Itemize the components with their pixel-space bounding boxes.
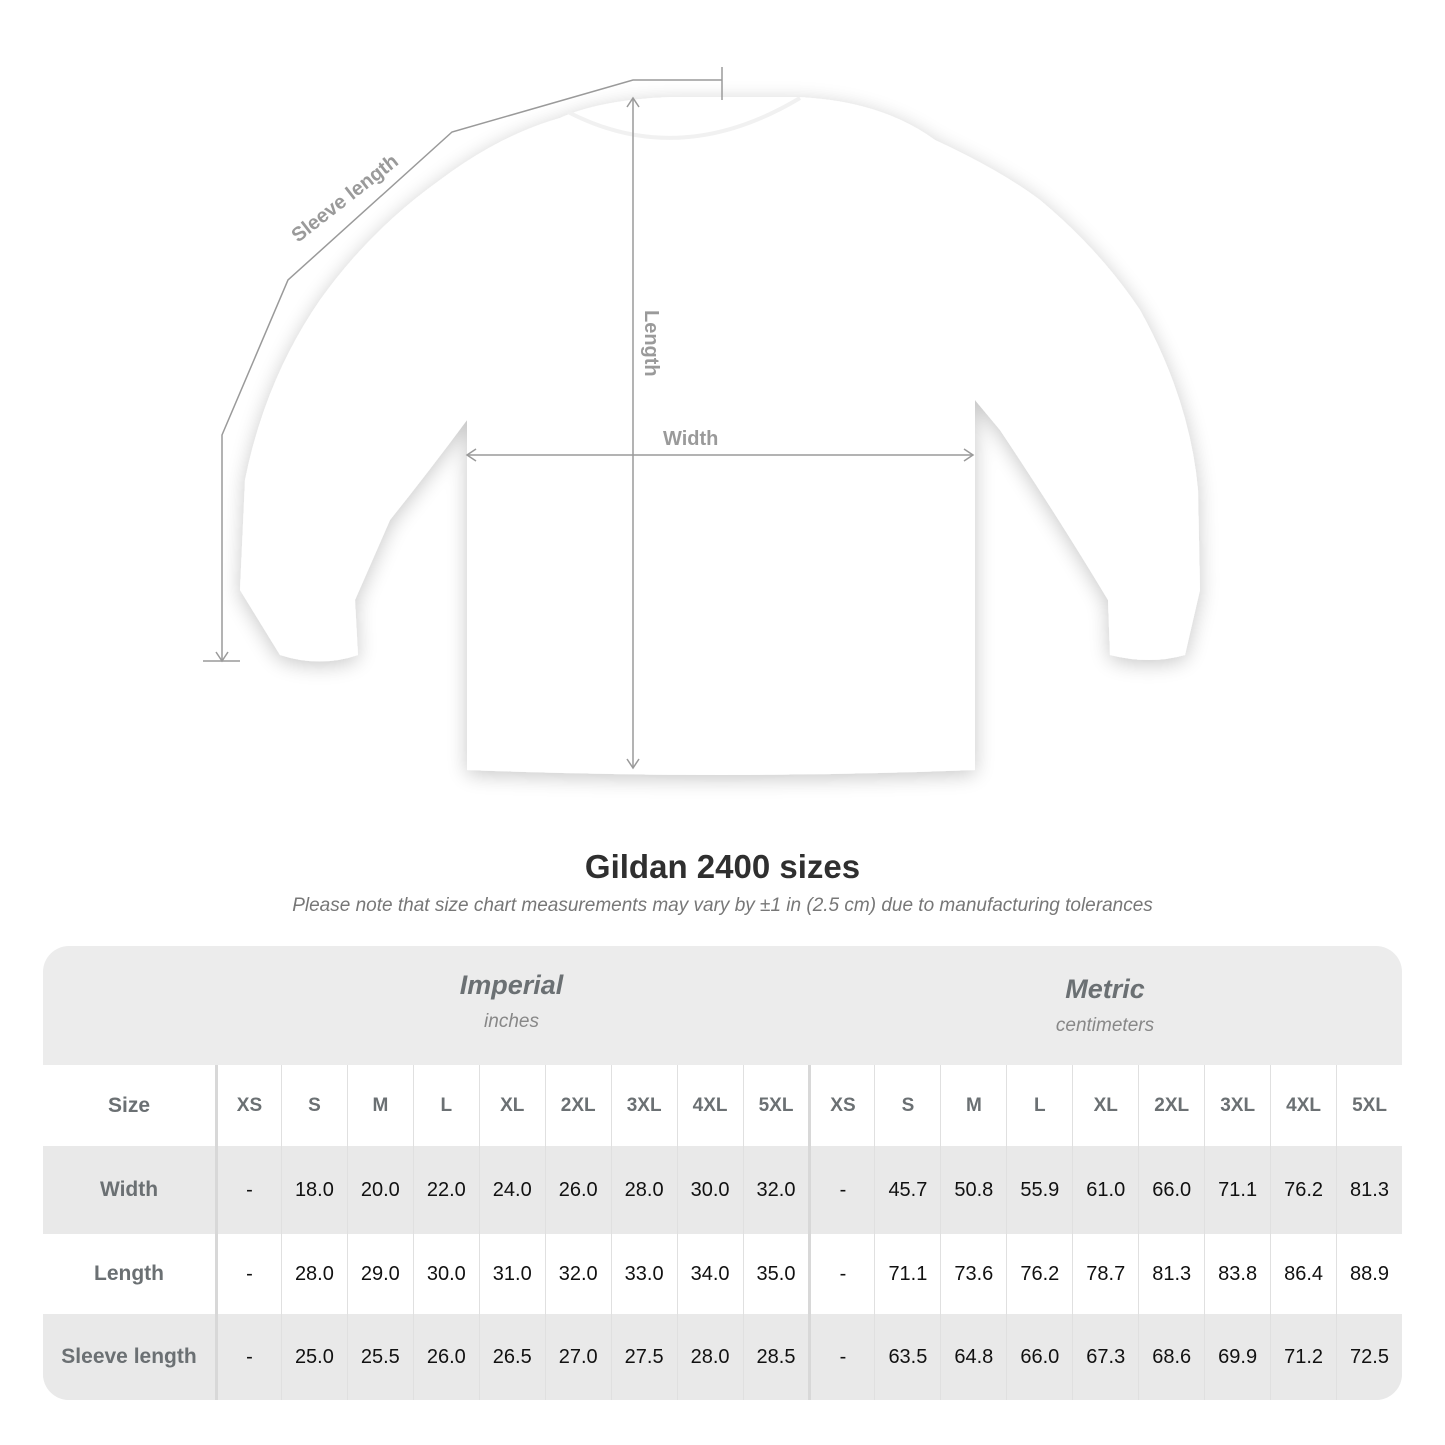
metric-unit: centimeters xyxy=(1055,1015,1155,1036)
metric-size-header: XS xyxy=(808,1065,875,1146)
imperial-value-cell: 25.0 xyxy=(280,1314,347,1400)
size-grid: Size XS S M L XL 2XL 3XL 4XL 5XL XS S M L XL 2XL 3XL 4XL 5… xyxy=(43,1065,1402,1400)
imperial-value-cell: 27.0 xyxy=(544,1314,611,1400)
imperial-size-header: XS xyxy=(215,1065,281,1146)
imperial-value-cell: 28.5 xyxy=(742,1314,809,1400)
imperial-value-cell: 28.0 xyxy=(676,1314,743,1400)
imperial-unit: inches xyxy=(484,1011,539,1032)
imperial-value-cell: 34.0 xyxy=(676,1234,743,1314)
collar xyxy=(567,96,802,140)
imperial-size-header: XL xyxy=(478,1065,545,1146)
metric-size-header: 3XL xyxy=(1204,1065,1271,1146)
metric-value-cell: 86.4 xyxy=(1270,1234,1337,1314)
metric-title: Metric xyxy=(1065,974,1145,1004)
width-label: Width xyxy=(663,428,718,450)
imperial-value-cell: 35.0 xyxy=(742,1234,809,1314)
imperial-value-cell: 26.0 xyxy=(412,1314,479,1400)
imperial-size-header: 3XL xyxy=(610,1065,677,1146)
metric-value-cell: - xyxy=(808,1146,875,1234)
sleeve-length-line xyxy=(221,79,722,660)
metric-value-cell: - xyxy=(808,1234,875,1314)
imperial-size-header: S xyxy=(280,1065,347,1146)
metric-value-cell: 66.0 xyxy=(1006,1314,1073,1400)
metric-value-cell: 67.3 xyxy=(1072,1314,1139,1400)
metric-header: Metric centimeters xyxy=(808,950,1402,1067)
metric-value-cell: 66.0 xyxy=(1138,1146,1205,1234)
imperial-value-cell: 25.5 xyxy=(346,1314,413,1400)
size-table: Imperial inches Metric centimeters Size X… xyxy=(43,946,1402,1400)
metric-value-cell: 50.8 xyxy=(940,1146,1007,1234)
metric-size-header: XL xyxy=(1072,1065,1139,1146)
imperial-value-cell: 30.0 xyxy=(412,1234,479,1314)
metric-size-header: 5XL xyxy=(1336,1065,1402,1146)
page-title: Gildan 2400 sizes xyxy=(584,848,861,885)
imperial-header: Imperial inches xyxy=(215,946,808,1063)
size-header-label: Size xyxy=(43,1065,215,1146)
imperial-value-cell: 27.5 xyxy=(610,1314,677,1400)
metric-value-cell: 88.9 xyxy=(1336,1234,1402,1314)
shirt-diagram: Sleeve length Length Width xyxy=(203,67,1200,775)
imperial-value-cell: - xyxy=(215,1146,281,1234)
metric-value-cell: 76.2 xyxy=(1006,1234,1073,1314)
metric-value-cell: 64.8 xyxy=(940,1314,1007,1400)
imperial-value-cell: 28.0 xyxy=(280,1234,347,1314)
imperial-value-cell: 33.0 xyxy=(610,1234,677,1314)
metric-value-cell: 81.3 xyxy=(1336,1146,1402,1234)
imperial-size-header: 5XL xyxy=(742,1065,809,1146)
metric-value-cell: 73.6 xyxy=(940,1234,1007,1314)
imperial-value-cell: 29.0 xyxy=(346,1234,413,1314)
imperial-value-cell: 31.0 xyxy=(478,1234,545,1314)
longsleeve-shirt xyxy=(240,97,1200,775)
length-label: Length xyxy=(640,310,662,377)
metric-value-cell: 78.7 xyxy=(1072,1234,1139,1314)
imperial-value-cell: 28.0 xyxy=(610,1146,677,1234)
tolerance-note: Please note that size chart measurements… xyxy=(292,895,1153,916)
row-label: Sleeve length xyxy=(43,1314,215,1400)
sleeve-arrow-icon xyxy=(215,651,229,663)
imperial-value-cell: 22.0 xyxy=(412,1146,479,1234)
metric-value-cell: 55.9 xyxy=(1006,1146,1073,1234)
metric-size-header: 2XL xyxy=(1138,1065,1205,1146)
width-arrow-left-icon xyxy=(465,448,477,462)
length-arrow-up-icon xyxy=(626,96,640,108)
imperial-title: Imperial xyxy=(459,970,564,1000)
imperial-value-cell: 32.0 xyxy=(742,1146,809,1234)
metric-value-cell: 71.1 xyxy=(1204,1146,1271,1234)
metric-value-cell: 83.8 xyxy=(1204,1234,1271,1314)
metric-size-header: M xyxy=(940,1065,1007,1146)
imperial-value-cell: 24.0 xyxy=(478,1146,545,1234)
imperial-value-cell: 26.0 xyxy=(544,1146,611,1234)
imperial-value-cell: - xyxy=(215,1234,281,1314)
metric-value-cell: - xyxy=(808,1314,875,1400)
metric-value-cell: 81.3 xyxy=(1138,1234,1205,1314)
imperial-value-cell: 18.0 xyxy=(280,1146,347,1234)
metric-value-cell: 69.9 xyxy=(1204,1314,1271,1400)
imperial-value-cell: - xyxy=(215,1314,281,1400)
metric-value-cell: 68.6 xyxy=(1138,1314,1205,1400)
imperial-value-cell: 32.0 xyxy=(544,1234,611,1314)
metric-value-cell: 63.5 xyxy=(874,1314,941,1400)
metric-size-header: L xyxy=(1006,1065,1073,1146)
metric-value-cell: 45.7 xyxy=(874,1146,941,1234)
metric-value-cell: 61.0 xyxy=(1072,1146,1139,1234)
imperial-value-cell: 20.0 xyxy=(346,1146,413,1234)
length-arrow-down-icon xyxy=(626,758,640,770)
row-label: Width xyxy=(43,1146,215,1234)
imperial-size-header: L xyxy=(412,1065,479,1146)
imperial-size-header: 4XL xyxy=(676,1065,743,1146)
imperial-size-header: M xyxy=(346,1065,413,1146)
metric-value-cell: 71.2 xyxy=(1270,1314,1337,1400)
metric-size-header: S xyxy=(874,1065,941,1146)
imperial-value-cell: 26.5 xyxy=(478,1314,545,1400)
metric-value-cell: 76.2 xyxy=(1270,1146,1337,1234)
metric-value-cell: 71.1 xyxy=(874,1234,941,1314)
imperial-value-cell: 30.0 xyxy=(676,1146,743,1234)
imperial-size-header: 2XL xyxy=(544,1065,611,1146)
metric-size-header: 4XL xyxy=(1270,1065,1337,1146)
metric-value-cell: 72.5 xyxy=(1336,1314,1402,1400)
width-arrow-right-icon xyxy=(963,448,975,462)
row-label: Length xyxy=(43,1234,215,1314)
